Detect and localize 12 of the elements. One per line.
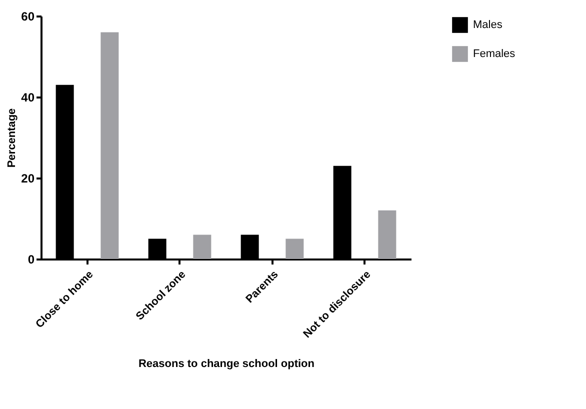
legend-label: Males [473, 19, 503, 31]
bar [193, 234, 212, 259]
y-axis-title: Percentage [6, 108, 18, 168]
y-tick-label: 60 [21, 10, 35, 24]
bar [100, 32, 119, 259]
x-axis-title: Reasons to change school option [138, 358, 315, 370]
bar [286, 238, 304, 259]
y-tick-label: 0 [28, 252, 35, 266]
legend-label: Females [473, 48, 516, 60]
y-tick-label: 20 [21, 172, 35, 186]
y-tick-label: 40 [21, 90, 35, 104]
bar [378, 210, 396, 259]
